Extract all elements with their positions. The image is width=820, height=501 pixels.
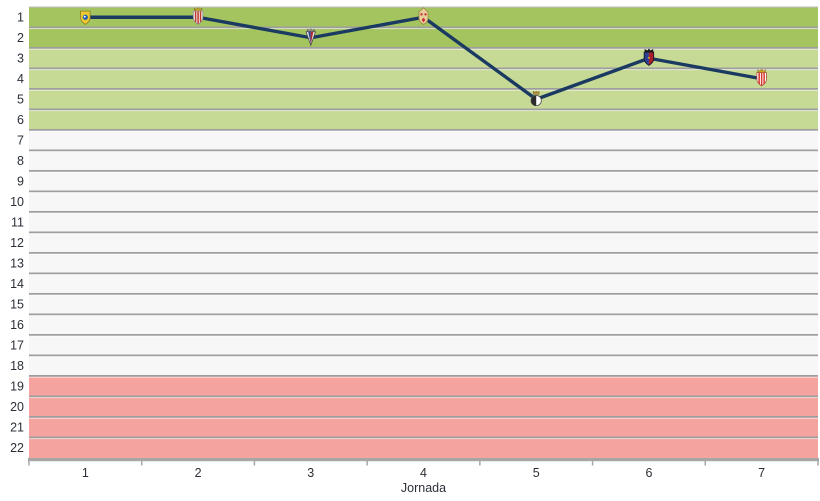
gridline <box>29 334 818 336</box>
x-axis-label-7: 7 <box>758 466 765 480</box>
x-axis-label-5: 5 <box>533 466 540 480</box>
gridline <box>29 313 818 316</box>
gridline <box>29 375 818 377</box>
x-axis-tick <box>253 461 256 466</box>
gridline <box>29 354 818 357</box>
gridline <box>29 395 818 398</box>
x-axis-label-1: 1 <box>82 466 89 480</box>
y-axis-label-16: 16 <box>10 318 24 332</box>
gridline-highlight <box>29 130 818 132</box>
gridline-highlight <box>29 356 818 358</box>
gridline <box>29 211 818 213</box>
y-axis-label-12: 12 <box>10 236 24 250</box>
gridline-highlight <box>29 48 818 50</box>
gridline <box>29 67 818 70</box>
x-axis-line <box>28 458 819 462</box>
gridline-highlight <box>29 110 818 112</box>
gridline-highlight <box>29 233 818 235</box>
y-axis-label-6: 6 <box>17 113 24 127</box>
gridline-highlight <box>29 438 818 440</box>
gridline-highlight <box>29 89 818 91</box>
gridline-highlight <box>29 315 818 317</box>
team-crest-jornada-5[interactable] <box>530 90 542 107</box>
y-axis-label-4: 4 <box>17 72 24 86</box>
gridline <box>29 108 818 111</box>
team-crest-jornada-2[interactable] <box>192 7 204 25</box>
y-axis-label-2: 2 <box>17 31 24 45</box>
gridline <box>29 190 818 193</box>
team-crest-jornada-6[interactable] <box>643 48 655 66</box>
gridline-highlight <box>29 69 818 71</box>
gridline-highlight <box>29 171 818 173</box>
gridline <box>29 272 818 275</box>
x-axis-tick <box>479 461 481 466</box>
y-axis-label-9: 9 <box>17 175 24 189</box>
y-axis-label-20: 20 <box>10 400 24 414</box>
gridline-highlight <box>29 28 818 30</box>
gridline <box>29 129 818 131</box>
y-axis-label-21: 21 <box>10 421 24 435</box>
gridline <box>29 149 818 152</box>
y-axis-label-15: 15 <box>10 298 24 312</box>
gridline-highlight <box>29 192 818 194</box>
x-axis-tick <box>366 461 368 466</box>
x-axis-tick <box>704 461 707 466</box>
gridline <box>29 47 818 49</box>
x-axis-label-2: 2 <box>195 466 202 480</box>
x-axis-tick <box>817 461 819 466</box>
gridline-highlight <box>29 151 818 153</box>
team-crest-jornada-7[interactable] <box>756 68 767 87</box>
gridline <box>29 170 818 172</box>
team-crest-jornada-3[interactable] <box>305 28 317 47</box>
y-axis-label-13: 13 <box>10 257 24 271</box>
gridline-highlight <box>29 274 818 276</box>
x-axis-label-4: 4 <box>420 466 427 480</box>
x-axis-label-3: 3 <box>307 466 314 480</box>
gridline-highlight <box>29 376 818 378</box>
gridline-highlight <box>29 397 818 399</box>
x-axis-tick <box>591 461 594 466</box>
plot-top-border <box>29 6 818 8</box>
x-axis-title: Jornada <box>400 481 447 495</box>
y-axis-label-7: 7 <box>17 134 24 148</box>
gridline-highlight <box>29 294 818 296</box>
y-axis-label-5: 5 <box>17 93 24 107</box>
gridline <box>29 231 818 234</box>
y-axis-label-18: 18 <box>10 359 24 373</box>
gridline-highlight <box>29 417 818 419</box>
gridline <box>29 26 818 29</box>
gridline <box>29 88 818 90</box>
gridline <box>29 416 818 418</box>
x-axis-label-6: 6 <box>645 466 652 480</box>
y-axis-label-10: 10 <box>10 195 24 209</box>
y-axis-label-14: 14 <box>10 277 24 291</box>
x-axis-tick <box>28 461 30 466</box>
x-axis-tick <box>140 461 143 466</box>
y-axis-label-11: 11 <box>11 216 24 230</box>
y-axis-label-17: 17 <box>10 339 24 353</box>
gridline <box>29 436 818 439</box>
gridline-highlight <box>29 335 818 337</box>
y-axis-label-1: 1 <box>17 11 24 25</box>
gridline-highlight <box>29 253 818 255</box>
gridline <box>29 252 818 254</box>
team-crest-jornada-4[interactable] <box>418 7 429 25</box>
y-axis-label-3: 3 <box>17 52 24 66</box>
gridline <box>29 293 818 295</box>
gridline-highlight <box>29 212 818 214</box>
team-crest-jornada-1[interactable] <box>80 10 91 25</box>
y-axis-label-22: 22 <box>10 441 24 455</box>
y-axis-label-19: 19 <box>10 380 24 394</box>
y-axis-label-8: 8 <box>17 154 24 168</box>
